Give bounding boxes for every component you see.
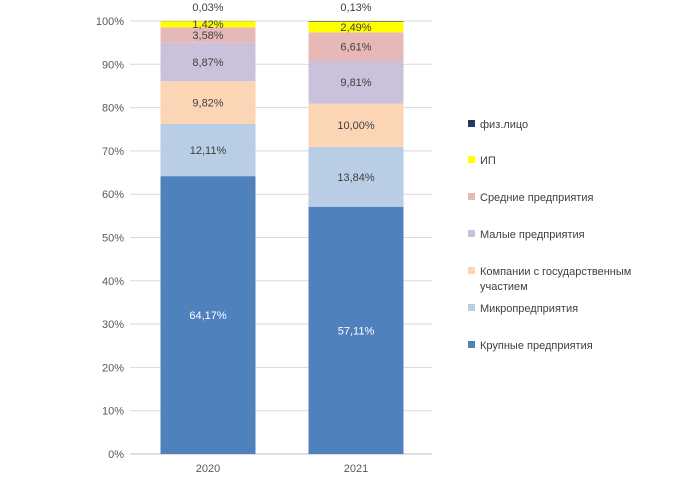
x-tick-label: 2020: [196, 463, 220, 475]
y-tick-label: 60%: [102, 189, 124, 201]
x-tick-label: 2021: [344, 463, 368, 475]
bar-segment: [308, 32, 404, 62]
data-label: 64,17%: [189, 310, 227, 322]
data-label: 8,87%: [192, 57, 223, 69]
data-label: 2,49%: [340, 22, 371, 34]
bar-segment: [160, 176, 256, 454]
legend-label: физ.лицо: [480, 119, 528, 131]
data-label: 9,81%: [340, 77, 371, 89]
y-tick-label: 20%: [102, 362, 124, 374]
legend: физ.лицо ИП Средние предприятия Малые предп…: [468, 119, 631, 352]
data-label: 57,11%: [338, 325, 375, 337]
bar-segment: [160, 21, 256, 28]
legend-label: участием: [480, 281, 528, 293]
data-label: 10,00%: [337, 120, 375, 132]
bar-segment: [308, 146, 404, 207]
data-label: 0,03%: [192, 2, 223, 14]
data-label: 12,11%: [190, 145, 227, 157]
data-label: 1,42%: [192, 19, 223, 31]
y-tick-label: 30%: [102, 319, 124, 331]
y-tick-label: 70%: [102, 146, 124, 158]
legend-swatch: [468, 304, 475, 311]
bar-segment: [160, 81, 256, 124]
bar-segment: [160, 123, 256, 177]
data-label: 6,61%: [340, 42, 371, 54]
y-tick-label: 50%: [102, 233, 124, 245]
data-label: 9,82%: [192, 97, 223, 109]
y-tick-label: 100%: [96, 16, 124, 28]
y-axis-ticks: 0% 10% 20% 30% 40% 50% 60% 70% 80% 90% 100%: [96, 16, 124, 461]
y-tick-label: 10%: [102, 406, 124, 418]
data-label: 0,13%: [340, 2, 371, 14]
legend-label: Средние предприятия: [480, 192, 593, 204]
legend-swatch: [468, 230, 475, 237]
bar-segment: [308, 21, 404, 33]
y-tick-label: 40%: [102, 276, 124, 288]
legend-label: Крупные предприятия: [480, 340, 593, 352]
y-tick-label: 90%: [102, 59, 124, 71]
x-axis-ticks: 2020 2021: [196, 463, 368, 475]
legend-label: Малые предприятия: [480, 229, 585, 241]
legend-swatch: [468, 341, 475, 348]
bars: [160, 21, 404, 454]
bar-segment: [308, 206, 404, 454]
data-labels: 64,17% 12,11% 9,82% 8,87% 3,58%1,42% 0,03% 57,…: [189, 2, 375, 337]
bar-segment: [160, 27, 256, 43]
legend-label: Компании с государственным: [480, 266, 631, 278]
legend-swatch: [468, 267, 475, 274]
y-tick-label: 0%: [108, 449, 124, 461]
data-label: 13,84%: [337, 172, 375, 184]
bar-segment: [308, 103, 404, 147]
bar-segment: [308, 61, 404, 104]
bar-segment: [308, 21, 404, 22]
legend-label: Микропредприятия: [480, 303, 578, 315]
legend-swatch: [468, 156, 475, 163]
legend-swatch: [468, 120, 475, 127]
y-tick-label: 80%: [102, 103, 124, 115]
legend-swatch: [468, 193, 475, 200]
bar-segment: [160, 42, 256, 82]
legend-label: ИП: [480, 155, 496, 167]
data-label: 3,58%: [192, 30, 223, 42]
